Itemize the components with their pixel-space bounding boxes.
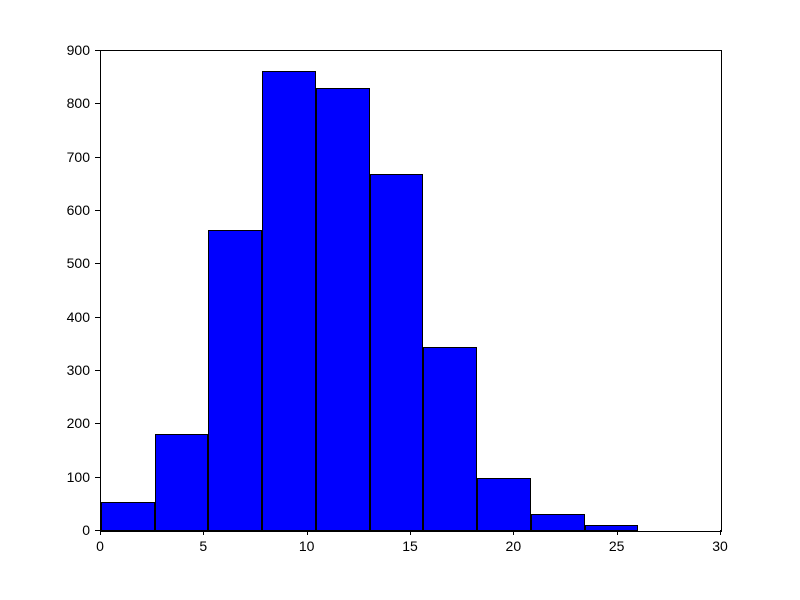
histogram-bar: [262, 71, 316, 531]
ytick: [95, 210, 100, 211]
ytick: [95, 423, 100, 424]
xtick-label: 25: [609, 538, 625, 554]
ytick-label: 300: [67, 362, 90, 378]
xtick-label: 0: [96, 538, 104, 554]
histogram-bar: [208, 230, 262, 531]
ytick-label: 600: [67, 202, 90, 218]
ytick: [95, 50, 100, 51]
ytick: [95, 477, 100, 478]
ytick: [95, 263, 100, 264]
xtick-label: 10: [299, 538, 315, 554]
histogram-bar: [316, 88, 370, 531]
histogram-bar: [477, 478, 531, 531]
ytick-label: 200: [67, 415, 90, 431]
histogram-bar: [155, 434, 209, 531]
histogram-bar: [101, 502, 155, 531]
histogram-bar: [370, 174, 424, 531]
ytick-label: 500: [67, 255, 90, 271]
ytick-label: 400: [67, 309, 90, 325]
ytick-label: 900: [67, 42, 90, 58]
xtick: [100, 530, 101, 535]
histogram-bar: [531, 514, 585, 531]
xtick-label: 15: [402, 538, 418, 554]
ytick-label: 0: [82, 522, 90, 538]
ytick-label: 700: [67, 149, 90, 165]
plot-area: [100, 50, 722, 532]
histogram-bar: [423, 347, 477, 531]
xtick-label: 30: [712, 538, 728, 554]
xtick: [203, 530, 204, 535]
xtick: [307, 530, 308, 535]
chart-container: 0510152025300100200300400500600700800900: [0, 0, 800, 600]
ytick: [95, 370, 100, 371]
xtick-label: 20: [506, 538, 522, 554]
ytick: [95, 530, 100, 531]
xtick: [513, 530, 514, 535]
xtick: [617, 530, 618, 535]
histogram-bar: [585, 525, 639, 531]
xtick: [720, 530, 721, 535]
ytick-label: 100: [67, 469, 90, 485]
ytick: [95, 103, 100, 104]
ytick: [95, 157, 100, 158]
xtick: [410, 530, 411, 535]
ytick: [95, 317, 100, 318]
ytick-label: 800: [67, 95, 90, 111]
xtick-label: 5: [199, 538, 207, 554]
